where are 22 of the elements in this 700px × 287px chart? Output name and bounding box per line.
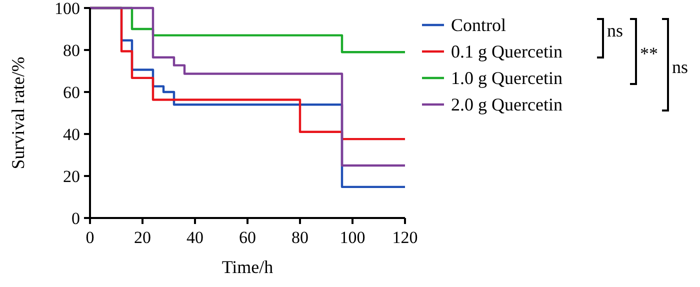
y-axis-title: Survival rate/%: [8, 56, 28, 170]
legend-label: 1.0 g Quercetin: [451, 68, 562, 88]
y-tick-label: 0: [72, 209, 80, 228]
x-axis-title: Time/h: [222, 257, 274, 277]
x-tick-label: 80: [292, 228, 308, 247]
y-tick-label: 20: [63, 167, 80, 186]
x-tick-label: 20: [134, 228, 151, 247]
text: ns: [607, 20, 624, 40]
x-tick-label: 60: [239, 228, 256, 247]
legend-label: 2.0 g Quercetin: [451, 94, 562, 114]
text: **: [640, 44, 658, 64]
legend-label: 0.1 g Quercetin: [451, 42, 562, 62]
x-tick-label: 40: [186, 228, 204, 247]
x-tick-label: 120: [392, 228, 418, 247]
x-tick-label: 100: [340, 228, 366, 247]
x-tick-label: 0: [86, 228, 94, 247]
y-tick-label: 40: [63, 125, 80, 144]
text: ns: [672, 56, 688, 77]
legend-label: Control: [451, 15, 506, 35]
y-tick-label: 100: [54, 0, 80, 18]
y-tick-label: 60: [63, 83, 80, 102]
y-tick-label: 80: [63, 41, 80, 60]
